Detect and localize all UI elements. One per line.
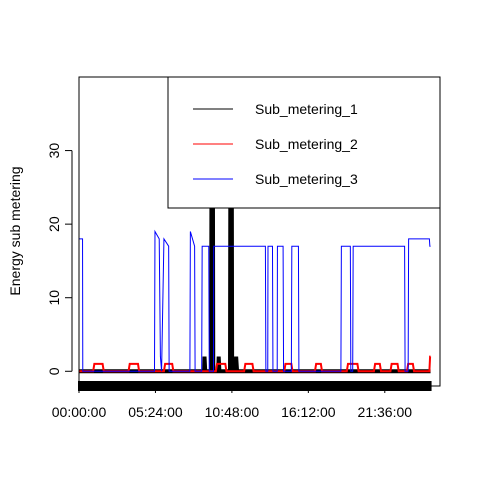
- y-tick-label: 0: [46, 367, 62, 375]
- legend-label-2: Sub_metering_2: [255, 136, 358, 152]
- x-tick-label: 00:00:00: [52, 404, 107, 420]
- legend-label-1: Sub_metering_1: [255, 101, 358, 117]
- legend-label-3: Sub_metering_3: [255, 171, 358, 187]
- y-tick-label: 20: [46, 216, 62, 232]
- y-axis-label: Energy sub metering: [7, 166, 23, 295]
- x-tick-label: 21:36:00: [358, 404, 413, 420]
- legend: Sub_metering_1 Sub_metering_2 Sub_metering…: [168, 77, 440, 208]
- x-tick-label: 16:12:00: [281, 404, 336, 420]
- x-tick-label: 10:48:00: [205, 404, 260, 420]
- x-tick-label: 05:24:00: [128, 404, 183, 420]
- y-tick-label: 10: [46, 290, 62, 306]
- y-tick-label: 30: [46, 143, 62, 159]
